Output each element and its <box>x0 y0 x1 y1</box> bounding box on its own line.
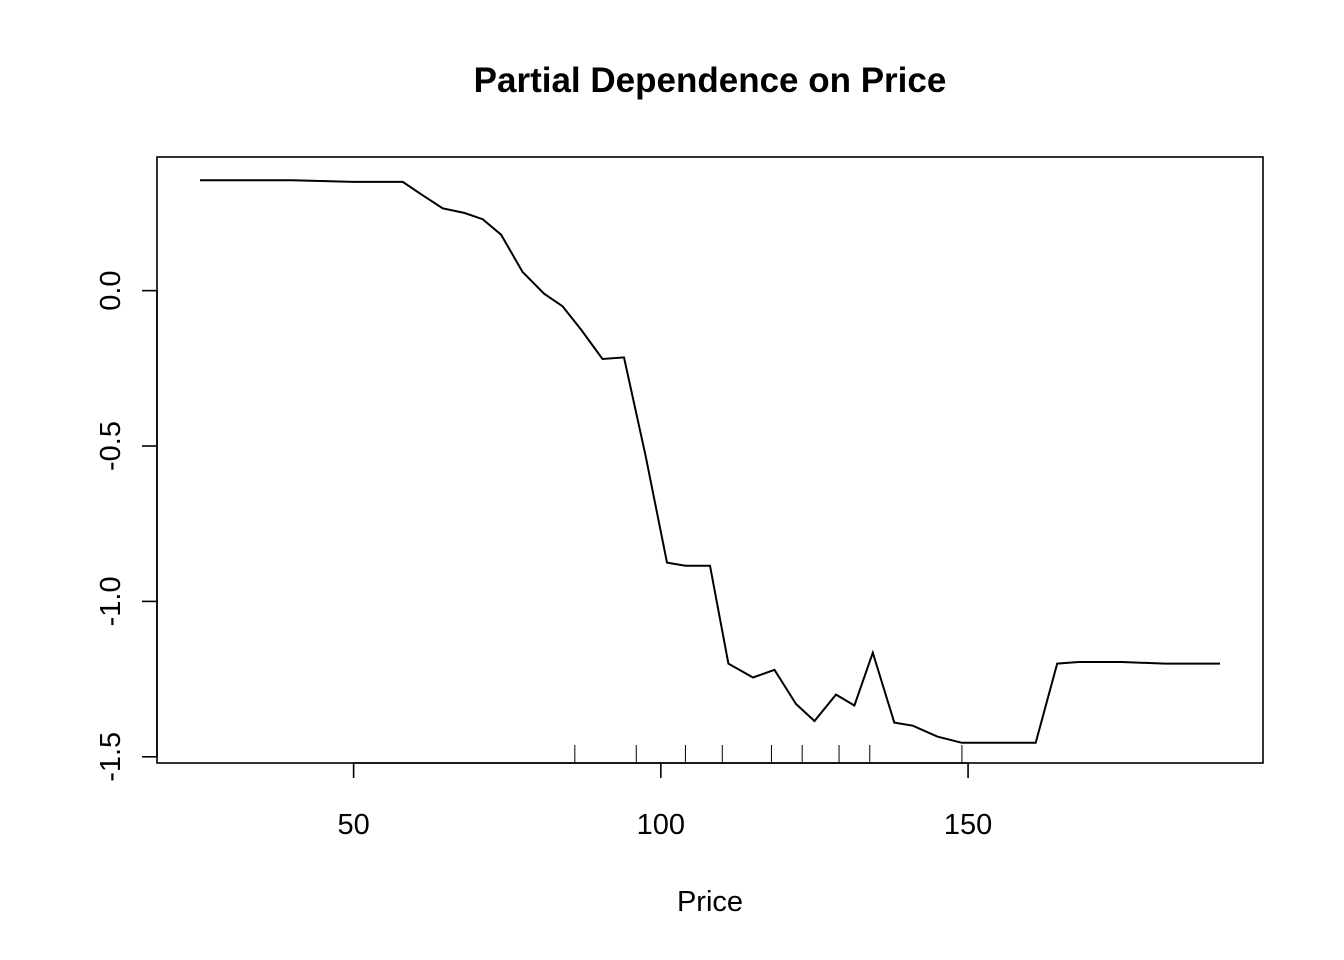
x-axis-label: Price <box>677 886 743 918</box>
rug-marks <box>574 745 963 763</box>
x-axis: 50 100 150 <box>337 762 992 841</box>
y-tick-label: -0.5 <box>95 421 127 471</box>
x-tick-label: 50 <box>337 809 369 841</box>
x-tick-label: 150 <box>944 809 992 841</box>
plot-frame <box>156 156 1264 764</box>
y-tick-label: -1.0 <box>95 576 127 626</box>
partial-dependence-line <box>200 179 1220 744</box>
y-tick-label: -1.5 <box>95 732 127 782</box>
y-axis: -1.5 -1.0 -0.5 0.0 <box>95 270 158 782</box>
y-tick-label: 0.0 <box>95 270 127 310</box>
chart-title: Partial Dependence on Price <box>474 61 947 100</box>
x-tick-label: 100 <box>637 809 685 841</box>
